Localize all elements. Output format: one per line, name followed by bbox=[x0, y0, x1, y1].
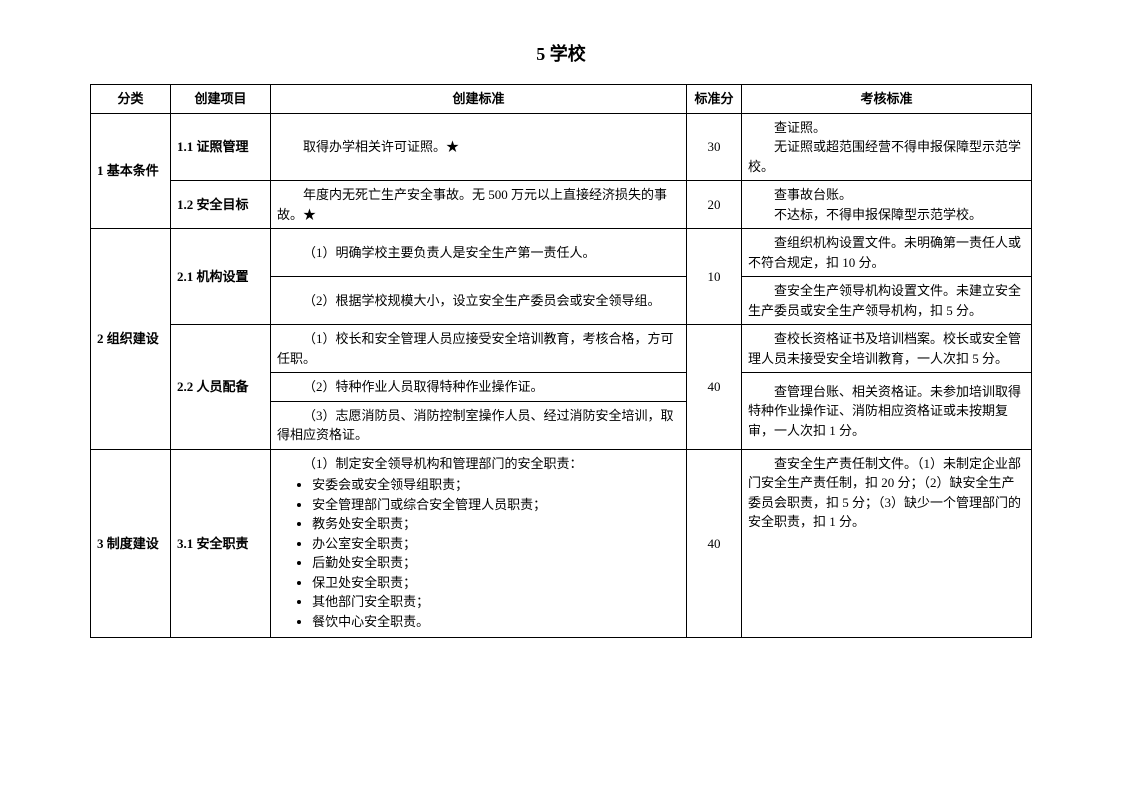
col-header: 分类 bbox=[91, 85, 171, 114]
standard-cell: （2）特种作业人员取得特种作业操作证。 bbox=[271, 373, 687, 402]
table-row: 3 制度建设 3.1 安全职责 （1）制定安全领导机构和管理部门的安全职责： 安… bbox=[91, 449, 1032, 638]
score-cell: 40 bbox=[687, 449, 742, 638]
page-title: 5 学校 bbox=[90, 40, 1032, 66]
score-cell: 10 bbox=[687, 229, 742, 325]
table-header-row: 分类 创建项目 创建标准 标准分 考核标准 bbox=[91, 85, 1032, 114]
item-cell: 3.1 安全职责 bbox=[171, 449, 271, 638]
eval-cell: 查证照。 无证照或超范围经营不得申报保障型示范学校。 bbox=[742, 113, 1032, 181]
category-cell: 2 组织建设 bbox=[91, 229, 171, 450]
score-cell: 30 bbox=[687, 113, 742, 181]
table-row: 1 基本条件 1.1 证照管理 取得办学相关许可证照。★ 30 查证照。 无证照… bbox=[91, 113, 1032, 181]
evaluation-table: 分类 创建项目 创建标准 标准分 考核标准 1 基本条件 1.1 证照管理 取得… bbox=[90, 84, 1032, 638]
standard-bullets: 安委会或安全领导组职责； 安全管理部门或综合安全管理人员职责； 教务处安全职责；… bbox=[297, 475, 681, 631]
standard-cell: （2）根据学校规模大小，设立安全生产委员会或安全领导组。 bbox=[271, 277, 687, 325]
standard-cell: （1）校长和安全管理人员应接受安全培训教育，考核合格，方可任职。 bbox=[271, 325, 687, 373]
col-header: 创建标准 bbox=[271, 85, 687, 114]
score-cell: 40 bbox=[687, 325, 742, 450]
eval-cell: 查安全生产领导机构设置文件。未建立安全生产委员或安全生产领导机构，扣 5 分。 bbox=[742, 277, 1032, 325]
eval-cell: 查组织机构设置文件。未明确第一责任人或不符合规定，扣 10 分。 bbox=[742, 229, 1032, 277]
category-cell: 1 基本条件 bbox=[91, 113, 171, 229]
item-cell: 1.2 安全目标 bbox=[171, 181, 271, 229]
eval-cell: 查安全生产责任制文件。（1）未制定企业部门安全生产责任制，扣 20 分；（2）缺… bbox=[742, 449, 1032, 638]
item-cell: 2.2 人员配备 bbox=[171, 325, 271, 450]
standard-cell: 取得办学相关许可证照。★ bbox=[271, 113, 687, 181]
item-cell: 1.1 证照管理 bbox=[171, 113, 271, 181]
category-cell: 3 制度建设 bbox=[91, 449, 171, 638]
table-row: 2 组织建设 2.1 机构设置 （1）明确学校主要负责人是安全生产第一责任人。 … bbox=[91, 229, 1032, 277]
standard-cell: （1）明确学校主要负责人是安全生产第一责任人。 bbox=[271, 229, 687, 277]
table-row: 2.2 人员配备 （1）校长和安全管理人员应接受安全培训教育，考核合格，方可任职… bbox=[91, 325, 1032, 373]
standard-cell: 年度内无死亡生产安全事故。无 500 万元以上直接经济损失的事故。★ bbox=[271, 181, 687, 229]
col-header: 创建项目 bbox=[171, 85, 271, 114]
col-header: 考核标准 bbox=[742, 85, 1032, 114]
item-cell: 2.1 机构设置 bbox=[171, 229, 271, 325]
standard-cell: （1）制定安全领导机构和管理部门的安全职责： 安委会或安全领导组职责； 安全管理… bbox=[271, 449, 687, 638]
standard-cell: （3）志愿消防员、消防控制室操作人员、经过消防安全培训，取得相应资格证。 bbox=[271, 401, 687, 449]
score-cell: 20 bbox=[687, 181, 742, 229]
col-header: 标准分 bbox=[687, 85, 742, 114]
eval-cell: 查管理台账、相关资格证。未参加培训取得特种作业操作证、消防相应资格证或未按期复审… bbox=[742, 373, 1032, 450]
table-row: 1.2 安全目标 年度内无死亡生产安全事故。无 500 万元以上直接经济损失的事… bbox=[91, 181, 1032, 229]
eval-cell: 查校长资格证书及培训档案。校长或安全管理人员未接受安全培训教育，一人次扣 5 分… bbox=[742, 325, 1032, 373]
eval-cell: 查事故台账。 不达标，不得申报保障型示范学校。 bbox=[742, 181, 1032, 229]
